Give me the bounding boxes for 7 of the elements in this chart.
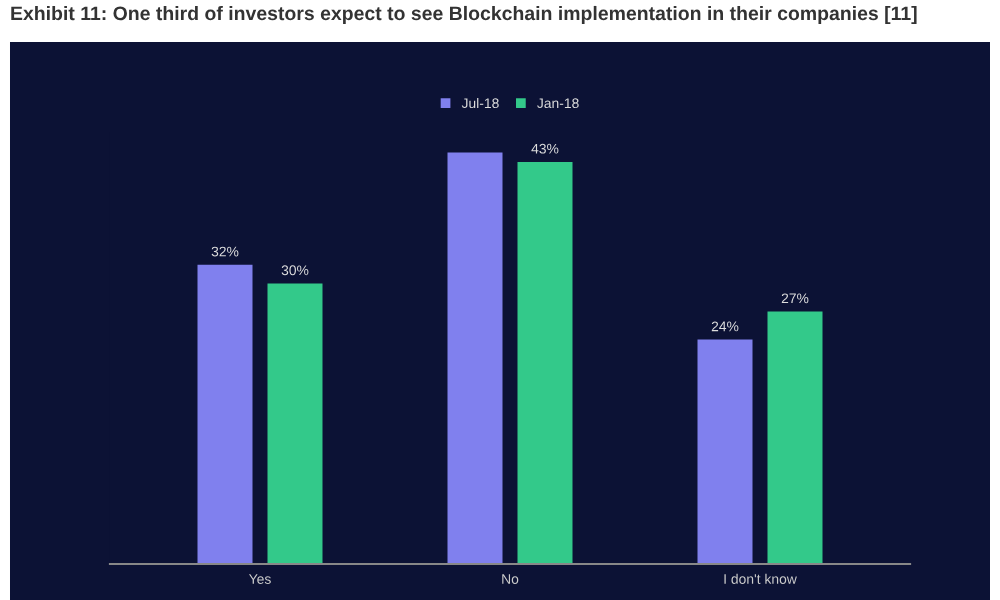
bar [767, 311, 823, 564]
bar [267, 283, 323, 564]
bar [447, 152, 503, 564]
bar [697, 339, 753, 564]
bar [517, 161, 573, 564]
bar [197, 264, 253, 564]
chart-title: Exhibit 11: One third of investors expect to see Blockchain implementation in their companies [11] [11, 5, 917, 25]
